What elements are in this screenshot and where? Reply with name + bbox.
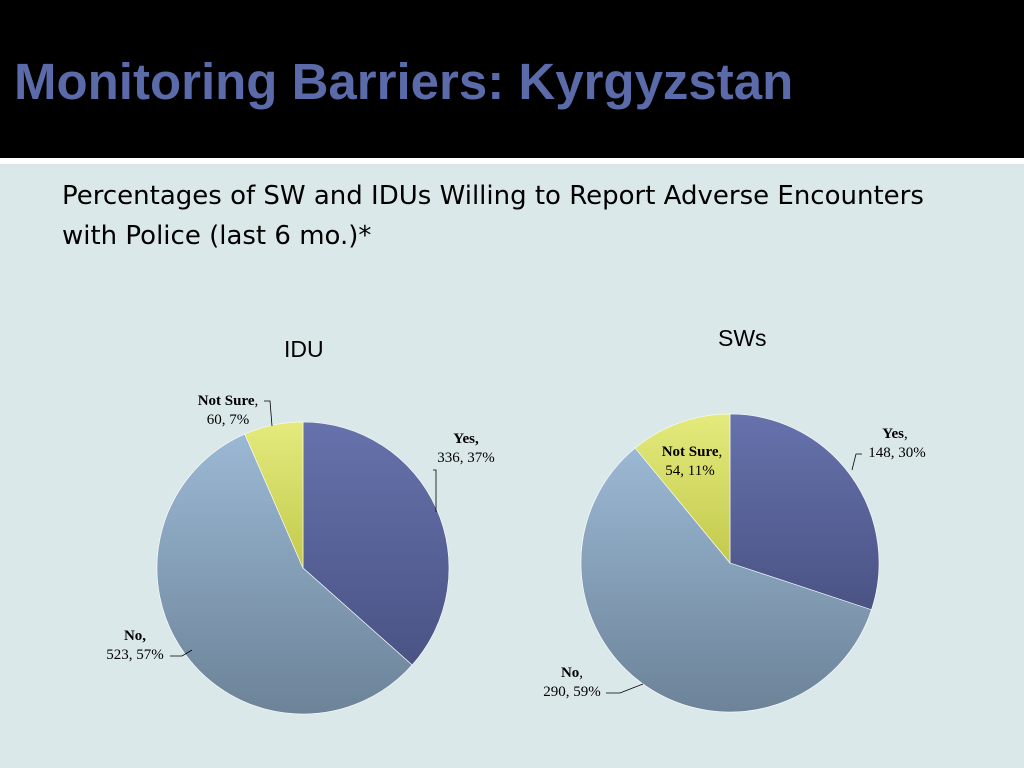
idu-slice-no [156,433,413,715]
title-separator [0,158,1024,164]
idu-label-notsure-name: Not Sure, [198,393,259,409]
sw-leader-yes [851,453,862,471]
idu-label-yes: Yes, 336, 37% [433,431,495,512]
sw-label-notsure-detail: 54, 11% [665,463,714,479]
idu-label-no-detail: 523, 57% [106,647,164,663]
slide-title: Monitoring Barriers: Kyrgyzstan [14,53,794,110]
sw-pie [580,413,880,713]
sw-label-yes-detail: 148, 30% [868,445,926,461]
subtitle-line-2: with Police (last 6 mo.)* [62,221,372,251]
slide-subtitle: Percentages of SW and IDUs Willing to Re… [62,176,1002,256]
sw-slice-not-sure [634,413,731,564]
idu-chart-title: IDU [284,336,324,362]
idu-leader-no [170,649,193,657]
sw-leader-no [606,683,644,694]
title-bar [0,0,1024,164]
idu-leader-yes [433,469,437,512]
sw-slice-yes [729,413,880,611]
sw-slice-no [580,447,872,713]
sw-label-no-detail: 290, 59% [543,684,601,700]
idu-label-notsure-detail: 60, 7% [207,412,250,428]
idu-leader-notsure [264,400,273,427]
sw-label-yes-name: Yes, [882,426,907,442]
idu-label-no-name: No, [124,628,146,644]
idu-label-no: No, 523, 57% [106,628,193,663]
sw-label-no: No, 290, 59% [543,665,644,700]
sw-chart-title: SWs [718,325,767,351]
idu-label-notsure: Not Sure, 60, 7% [198,393,273,428]
idu-label-yes-detail: 336, 37% [437,450,495,466]
idu-pie [156,421,450,715]
idu-slice-not-sure [244,421,304,569]
sw-label-notsure: Not Sure, 54, 11% [662,444,723,479]
sw-label-notsure-name: Not Sure, [662,444,723,460]
subtitle-line-1: Percentages of SW and IDUs Willing to Re… [62,181,924,211]
idu-label-yes-name: Yes, [453,431,479,447]
sw-label-yes: Yes, 148, 30% [851,426,926,471]
sw-label-no-name: No, [561,665,583,681]
